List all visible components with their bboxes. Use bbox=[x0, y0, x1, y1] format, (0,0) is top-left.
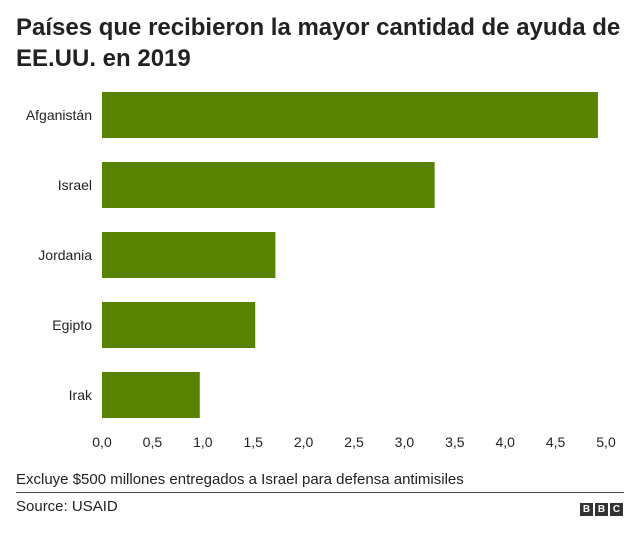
x-tick-label: 4,0 bbox=[495, 434, 515, 450]
bar-4 bbox=[102, 372, 200, 418]
logo-letter: B bbox=[595, 503, 608, 516]
bar-2 bbox=[102, 232, 276, 278]
x-tick-label: 4,5 bbox=[546, 434, 566, 450]
chart-title: Países que recibieron la mayor cantidad … bbox=[16, 14, 621, 72]
x-tick-label: 1,0 bbox=[193, 434, 213, 450]
logo-letter: C bbox=[610, 503, 623, 516]
bbc-logo: B B C bbox=[580, 503, 623, 516]
x-tick-label: 2,0 bbox=[294, 434, 314, 450]
bar-3 bbox=[102, 302, 256, 348]
category-label: Afganistán bbox=[26, 107, 92, 123]
chart-source: Source: USAID bbox=[16, 498, 118, 515]
x-tick-label: 1,5 bbox=[243, 434, 263, 450]
x-tick-label: 0,0 bbox=[92, 434, 112, 450]
x-tick-label: 2,5 bbox=[344, 434, 364, 450]
bar-0 bbox=[102, 92, 598, 138]
x-tick-label: 5,0 bbox=[596, 434, 616, 450]
logo-letter: B bbox=[580, 503, 593, 516]
x-tick-label: 3,5 bbox=[445, 434, 465, 450]
bars-group bbox=[102, 92, 598, 418]
category-labels-group: Afganistán Israel Jordania Egipto Irak bbox=[26, 107, 93, 403]
chart-note: Excluye $500 millones entregados a Israe… bbox=[16, 471, 464, 488]
x-tick-label: 3,0 bbox=[395, 434, 415, 450]
x-tick-labels-group: 0,0 0,5 1,0 1,5 2,0 2,5 3,0 3,5 4,0 4,5 5,0 bbox=[92, 434, 616, 450]
footer-divider bbox=[16, 492, 624, 493]
x-tick-label: 0,5 bbox=[143, 434, 163, 450]
category-label: Israel bbox=[58, 177, 92, 193]
category-label: Egipto bbox=[52, 317, 92, 333]
category-label: Jordania bbox=[38, 247, 92, 263]
bar-1 bbox=[102, 162, 435, 208]
category-label: Irak bbox=[69, 387, 93, 403]
